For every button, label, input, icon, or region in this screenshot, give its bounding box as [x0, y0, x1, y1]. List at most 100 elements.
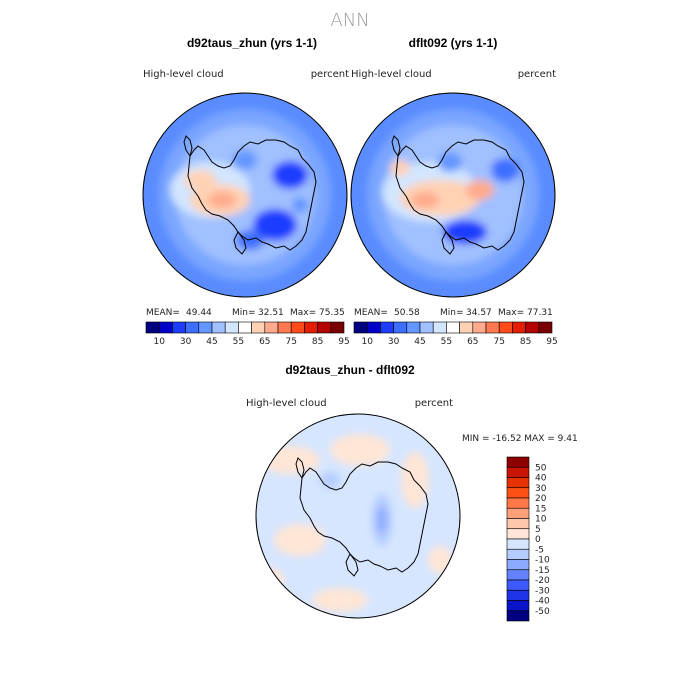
panel-diff-variable: High-level cloud — [246, 398, 327, 409]
colorbar-swatch — [506, 518, 530, 530]
stat-min-value: 34.57 — [466, 308, 492, 318]
colorbar-tick-label: 75 — [285, 337, 296, 347]
panel-dflt-title: dflt092 (yrs 1-1) — [409, 36, 498, 50]
colorbar-swatch — [506, 579, 530, 591]
colorbar-swatch — [459, 321, 474, 334]
colorbar-swatch — [145, 321, 160, 334]
colorbar-tick-label: -10 — [535, 556, 550, 566]
colorbar-swatch — [506, 559, 530, 571]
colorbar-swatch — [512, 321, 526, 334]
colorbar-swatch — [498, 321, 513, 334]
stat-mean-label: MEAN= — [146, 308, 180, 318]
stat-min-label: Min= — [232, 308, 256, 318]
map-dflt — [351, 93, 555, 297]
colorbar-swatch — [198, 321, 213, 334]
colorbar-tick-label: 10 — [153, 337, 165, 347]
colorbar-swatch — [472, 321, 487, 334]
map-diff — [256, 414, 460, 618]
colorbar-tick-label: 0 — [535, 535, 541, 545]
stat-mean-value: 50.58 — [394, 308, 420, 318]
colorbar-swatch — [506, 456, 530, 468]
panel-dflt: dflt092 (yrs 1-1) High-level cloud perce… — [350, 36, 558, 347]
colorbar-tick-label: 55 — [233, 337, 244, 347]
colorbar-tick-label: 65 — [467, 337, 478, 347]
colorbar-tick-label: 95 — [338, 337, 349, 347]
colorbar-swatch — [264, 321, 279, 334]
colorbar-swatch — [506, 548, 530, 560]
colorbar-swatch — [432, 321, 447, 334]
stat-mean-value: 49.44 — [186, 308, 212, 318]
panel-dflt-units: percent — [518, 69, 556, 80]
colorbar-swatch — [277, 321, 292, 334]
colorbar-swatch — [506, 477, 530, 489]
stat-min-label: Min= — [440, 308, 464, 318]
colorbar-swatch — [224, 321, 239, 334]
panel-diff-units: percent — [415, 398, 453, 409]
colorbar-tick-label: 95 — [546, 337, 557, 347]
map-d92 — [143, 93, 347, 297]
colorbar-swatch — [506, 487, 530, 499]
colorbar-tick-label: 15 — [535, 504, 546, 514]
colorbar-swatch — [506, 589, 530, 601]
panel-diff-stats: MIN = -16.52 MAX = 9.41 — [462, 434, 578, 444]
colorbar-swatch — [393, 321, 408, 334]
colorbar-tick-label: 45 — [206, 337, 217, 347]
figure-title: ANN — [330, 10, 369, 31]
stat-max-value: 75.35 — [319, 308, 345, 318]
colorbar-d92: 10 30 45 55 65 75 85 95 — [145, 321, 350, 347]
colorbar-swatch — [506, 610, 530, 622]
stats-dflt: MEAN= 50.58 Min= 34.57 Max= 77.31 — [354, 308, 553, 318]
panel-d92-title: d92taus_zhun (yrs 1-1) — [187, 36, 317, 50]
stat-max-label: Max= — [498, 308, 524, 318]
colorbar-tick-label: 30 — [180, 337, 192, 347]
colorbar-tick-label: 40 — [535, 474, 547, 484]
colorbar-swatch — [419, 321, 434, 334]
colorbar-swatch — [290, 321, 305, 334]
colorbar-swatch — [317, 321, 332, 334]
colorbar-swatch — [406, 321, 421, 334]
colorbar-tick-label: 30 — [388, 337, 400, 347]
panel-diff: d92taus_zhun - dflt092 High-level cloud … — [246, 363, 578, 622]
colorbar-swatch — [506, 507, 530, 519]
colorbar-tick-label: -15 — [535, 566, 550, 576]
colorbar-swatch — [380, 321, 394, 334]
colorbar-swatch — [506, 528, 530, 540]
colorbar-tick-label: 85 — [520, 337, 531, 347]
panel-dflt-variable: High-level cloud — [351, 69, 432, 80]
colorbar-tick-label: 65 — [259, 337, 270, 347]
colorbar-swatch — [172, 321, 186, 334]
colorbar-swatch — [330, 321, 345, 334]
colorbar-swatch — [506, 538, 530, 550]
colorbar-swatch — [506, 569, 530, 581]
colorbar-swatch — [506, 466, 530, 478]
stats-d92: MEAN= 49.44 Min= 32.51 Max= 75.35 — [146, 308, 345, 318]
stat-max-value: 77.31 — [527, 308, 553, 318]
colorbar-swatch — [538, 321, 553, 334]
panel-d92-units: percent — [311, 69, 349, 80]
colorbar-swatch — [446, 321, 460, 334]
colorbar-swatch — [506, 600, 530, 612]
colorbar-swatch — [251, 321, 266, 334]
colorbar-swatch — [211, 321, 226, 334]
colorbar-swatch — [185, 321, 200, 334]
colorbar-tick-label: 50 — [535, 463, 547, 473]
colorbar-swatch — [366, 321, 381, 334]
colorbar-swatch — [238, 321, 252, 334]
colorbar-tick-label: 20 — [535, 494, 547, 504]
colorbar-tick-label: 55 — [441, 337, 452, 347]
colorbar-tick-label: 45 — [414, 337, 425, 347]
colorbar-tick-label: -50 — [535, 607, 550, 617]
colorbar-tick-label: -30 — [535, 586, 550, 596]
colorbar-dflt: 10 30 45 55 65 75 85 95 — [353, 321, 558, 347]
panel-d92: d92taus_zhun (yrs 1-1) High-level cloud … — [142, 36, 350, 347]
stat-max-label: Max= — [290, 308, 316, 318]
colorbar-swatch — [485, 321, 500, 334]
colorbar-tick-label: 5 — [535, 525, 541, 535]
colorbar-tick-label: 30 — [535, 484, 547, 494]
colorbar-tick-label: -40 — [535, 597, 550, 607]
colorbar-swatch — [353, 321, 368, 334]
colorbar-tick-label: 85 — [312, 337, 323, 347]
colorbar-tick-label: 10 — [535, 515, 547, 525]
